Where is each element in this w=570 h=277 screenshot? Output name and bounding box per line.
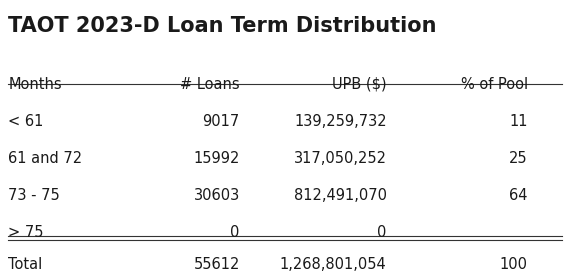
- Text: # Loans: # Loans: [180, 77, 240, 92]
- Text: 9017: 9017: [202, 114, 240, 129]
- Text: Total: Total: [9, 257, 43, 272]
- Text: 139,259,732: 139,259,732: [294, 114, 386, 129]
- Text: Months: Months: [9, 77, 62, 92]
- Text: 11: 11: [509, 114, 528, 129]
- Text: 25: 25: [509, 151, 528, 166]
- Text: 15992: 15992: [193, 151, 240, 166]
- Text: 317,050,252: 317,050,252: [294, 151, 386, 166]
- Text: 55612: 55612: [193, 257, 240, 272]
- Text: 30603: 30603: [194, 188, 240, 203]
- Text: 1,268,801,054: 1,268,801,054: [280, 257, 386, 272]
- Text: 64: 64: [509, 188, 528, 203]
- Text: 0: 0: [377, 225, 386, 240]
- Text: 812,491,070: 812,491,070: [294, 188, 386, 203]
- Text: 100: 100: [500, 257, 528, 272]
- Text: TAOT 2023-D Loan Term Distribution: TAOT 2023-D Loan Term Distribution: [9, 16, 437, 36]
- Text: % of Pool: % of Pool: [461, 77, 528, 92]
- Text: 0: 0: [230, 225, 240, 240]
- Text: UPB ($): UPB ($): [332, 77, 386, 92]
- Text: < 61: < 61: [9, 114, 44, 129]
- Text: 73 - 75: 73 - 75: [9, 188, 60, 203]
- Text: 61 and 72: 61 and 72: [9, 151, 83, 166]
- Text: > 75: > 75: [9, 225, 44, 240]
